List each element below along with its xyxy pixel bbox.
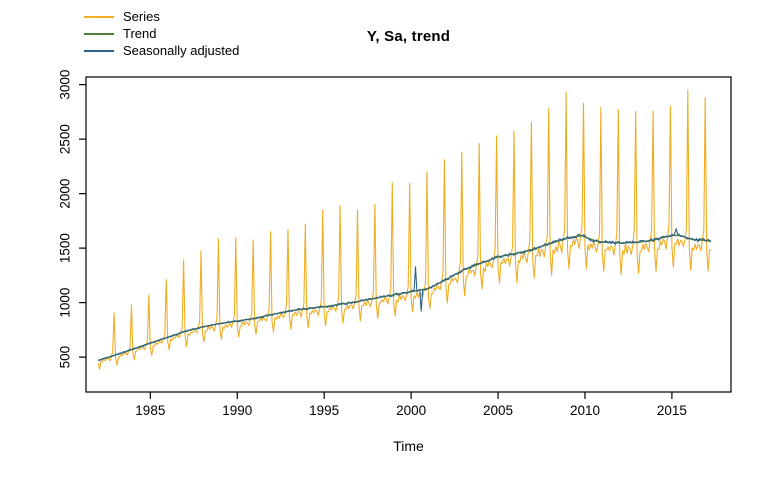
x-tick-label: 2005: [483, 403, 513, 418]
seasonally-adjusted-line: [98, 228, 712, 362]
trend-line-swatch: [84, 32, 114, 35]
legend-item-series: Series: [84, 8, 239, 25]
y-tick-label: 1500: [58, 233, 73, 263]
legend-label-trend: Trend: [123, 26, 157, 41]
legend-item-trend: Trend: [84, 25, 239, 42]
plot-frame: [85, 76, 732, 393]
x-tick-label: 2000: [396, 403, 426, 418]
chart-title: Y, Sa, trend: [366, 28, 451, 45]
legend-label-series: Series: [123, 9, 160, 24]
series-line-swatch: [84, 15, 114, 18]
x-tick-label: 2010: [570, 403, 600, 418]
x-axis-label: Time: [393, 438, 424, 454]
legend-label-seasonally-adjusted: Seasonally adjusted: [123, 43, 240, 58]
x-tick-label: 1985: [135, 403, 165, 418]
x-tick-label: 2015: [657, 403, 687, 418]
x-tick-label: 1990: [222, 403, 252, 418]
y-tick-label: 500: [58, 346, 73, 369]
x-tick-label: 1995: [309, 403, 339, 418]
legend-item-seasonally-adjusted: Seasonally adjusted: [84, 42, 239, 59]
y-tick-label: 2500: [58, 124, 73, 154]
y-tick-label: 3000: [58, 70, 73, 100]
legend: Series Trend Seasonally adjusted: [84, 8, 239, 59]
y-tick-label: 1000: [58, 288, 73, 318]
series-line: [97, 89, 712, 370]
seasonally-adjusted-line-swatch: [84, 49, 114, 52]
y-tick-label: 2000: [58, 179, 73, 209]
